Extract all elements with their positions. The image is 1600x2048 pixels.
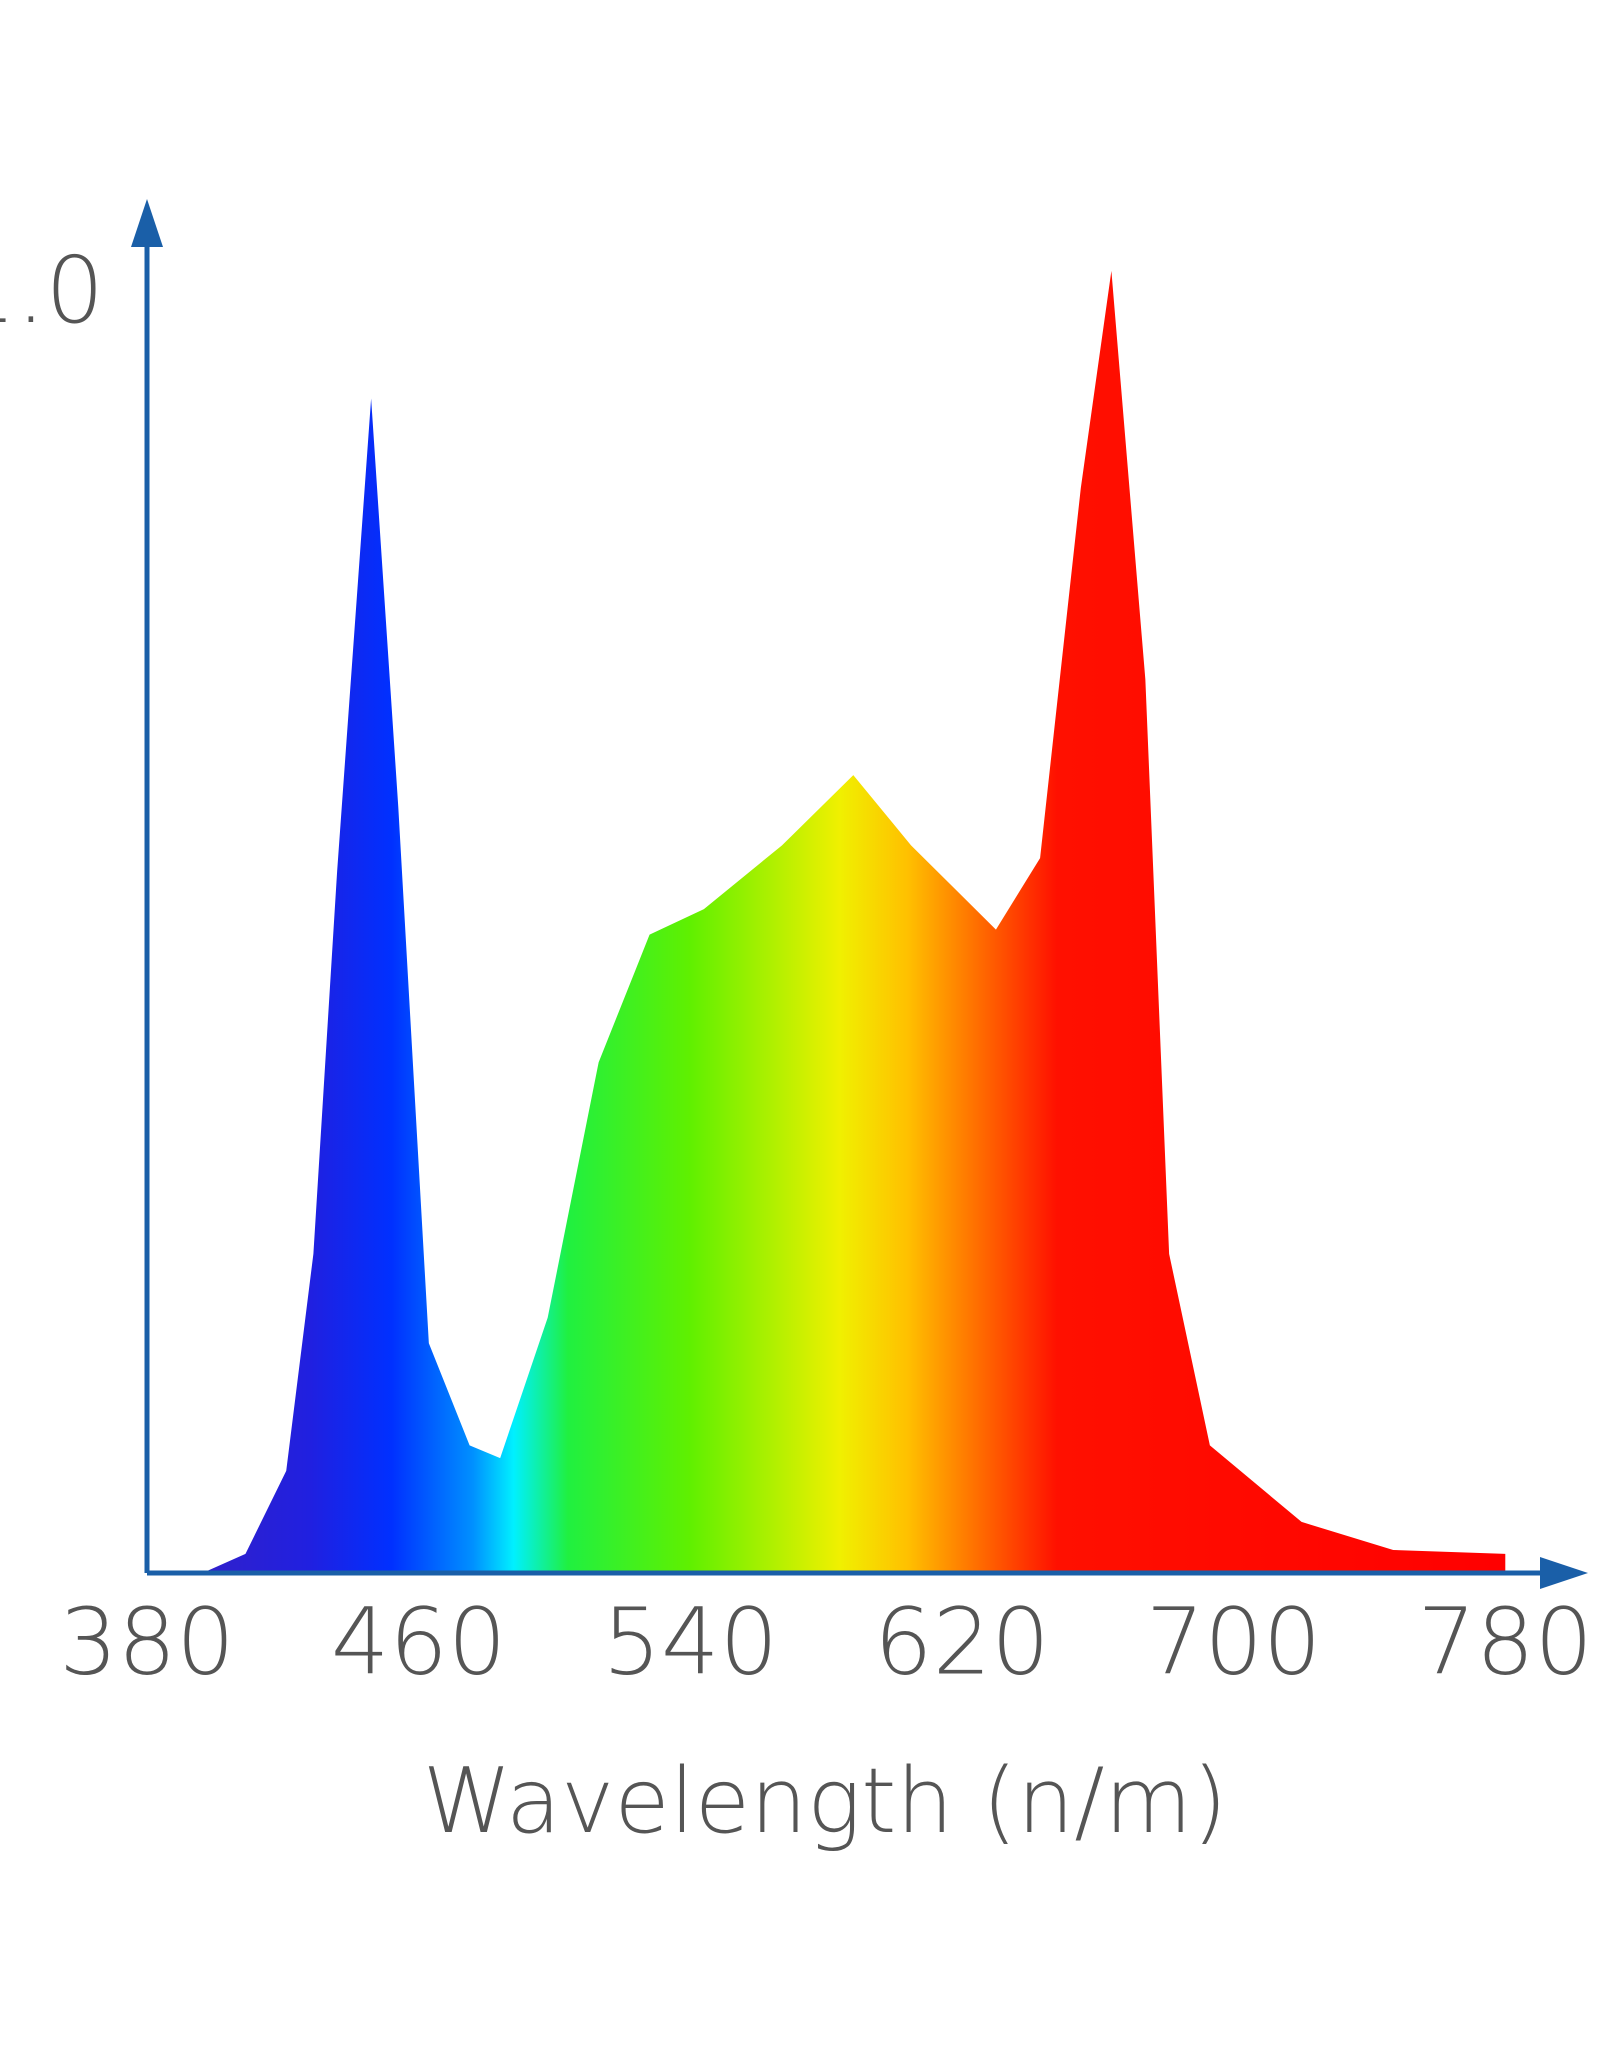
y-tick-label: 1.0	[0, 237, 104, 344]
x-tick-label: 380	[59, 1589, 235, 1696]
x-tick-label: 540	[603, 1589, 779, 1696]
x-tick-label: 780	[1417, 1589, 1593, 1696]
x-axis-arrow	[1540, 1557, 1588, 1589]
y-axis-arrow	[131, 199, 163, 247]
x-tick-label: 460	[331, 1589, 507, 1696]
x-tick-label: 700	[1146, 1589, 1322, 1696]
x-tick-label: 620	[874, 1589, 1050, 1696]
spectrum-area	[147, 270, 1506, 1573]
x-axis-label: Wavelength (n/m)	[423, 1749, 1228, 1854]
